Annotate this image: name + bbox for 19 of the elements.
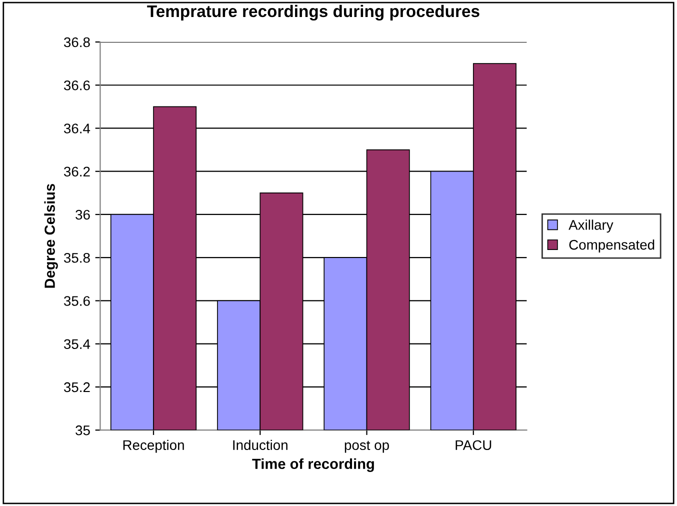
x-tick-label: PACU [456,440,492,450]
x-tick-label: Reception [123,440,184,453]
legend-label: Compensated [569,240,654,252]
y-tick-label: 36.6 [64,80,90,90]
y-tick-label: 36.4 [64,124,90,134]
y-tick-label: 35 [76,425,90,436]
y-tick-label: 35.4 [64,339,90,350]
y-tick-label: 35.8 [64,252,90,263]
y-tick-label: 35.2 [64,382,90,392]
y-tick-label: 36.8 [64,37,90,48]
x-tick-label: post op [344,440,389,453]
x-tick-label: Induction [233,440,288,450]
chart-title: Temprature recordings during procedures [147,4,480,21]
y-tick-label: 35.6 [64,296,90,306]
legend-label: Axillary [568,220,614,233]
y-axis-title: Degree Celsius [44,184,58,288]
y-tick-label: 36.2 [64,166,90,177]
x-axis-title: Time of recording [252,458,374,472]
y-tick-label: 36 [76,210,90,220]
